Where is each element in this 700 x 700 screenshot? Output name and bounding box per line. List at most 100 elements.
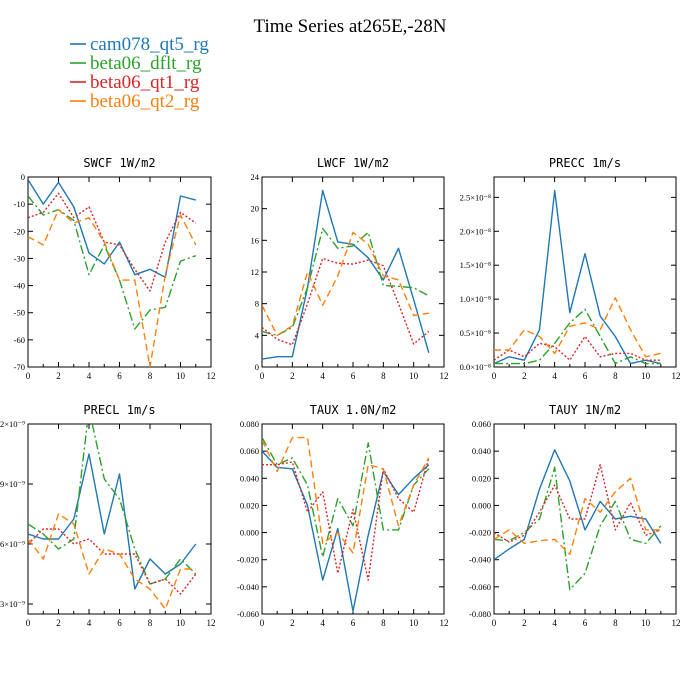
series-line-beta06_qt2_rg	[262, 436, 430, 554]
chart-panel: TAUY 1N/m2 0 2 4 6 8 10 12 -0.080 -0.060 -0.040 -0.…	[469, 403, 680, 628]
x-tick-label: 4	[552, 371, 557, 381]
x-tick-label: 8	[613, 371, 618, 381]
x-tick-label: 0	[26, 371, 31, 381]
series-line-beta06_qt1_rg	[28, 192, 197, 292]
series-line-beta06_dflt_rg	[494, 308, 661, 365]
x-tick-label: 8	[381, 371, 386, 381]
y-tick-label: 0.020	[472, 473, 491, 483]
series-line-beta06_dflt_rg	[494, 466, 662, 591]
series-line-cam078_qt5_rg	[28, 453, 197, 590]
series-line-beta06_dflt_rg	[262, 437, 430, 558]
y-tick-label: 0.040	[240, 473, 259, 483]
x-tick-label: 10	[409, 618, 419, 628]
x-tick-label: 4	[320, 371, 325, 381]
y-tick-label: 0	[21, 172, 25, 182]
plot-frame	[27, 423, 212, 615]
y-tick-label: -10	[14, 199, 25, 209]
x-tick-label: 12	[207, 371, 216, 381]
series-line-beta06_qt1_rg	[494, 464, 662, 543]
x-tick-label: 8	[381, 618, 386, 628]
figure-title: Time Series at265E,-28N	[254, 16, 447, 37]
y-tick-label: 6×10⁻⁹	[0, 539, 25, 549]
y-tick-label: -40	[14, 281, 25, 291]
series-line-beta06_dflt_rg	[262, 227, 430, 336]
y-tick-label: 0.060	[472, 419, 491, 429]
series-line-beta06_qt1_rg	[262, 257, 430, 346]
x-tick-label: 8	[613, 618, 618, 628]
x-tick-label: 12	[672, 618, 681, 628]
x-tick-label: 6	[583, 618, 588, 628]
x-tick-label: 10	[641, 371, 651, 381]
series-line-cam078_qt5_rg	[262, 450, 430, 612]
x-tick-label: 6	[351, 371, 356, 381]
x-tick-label: 4	[87, 371, 92, 381]
x-tick-label: 10	[409, 371, 419, 381]
panel-title: TAUX 1.0N/m2	[310, 403, 397, 417]
x-tick-label: 2	[56, 618, 61, 628]
plot-frame	[261, 176, 445, 368]
x-tick-label: 4	[320, 618, 325, 628]
x-tick-label: 2	[290, 618, 295, 628]
x-tick-label: 0	[26, 618, 31, 628]
y-tick-label: 8	[255, 299, 259, 309]
series-line-beta06_qt2_rg	[28, 208, 197, 367]
x-tick-label: 4	[552, 618, 557, 628]
chart-panel: TAUX 1.0N/m2 0 2 4 6 8 10 12 -0.060 -0.040 -0.020 0…	[237, 403, 448, 628]
series-line-beta06_qt2_rg	[28, 513, 196, 610]
panel-title: TAUY 1N/m2	[549, 403, 621, 417]
chart-panel: PRECL 1m/s 0 2 4 6 8 10 12 3×10⁻⁹ 6×10⁻⁹ 9×10⁻⁹ 12×…	[0, 403, 216, 628]
x-tick-label: 6	[117, 371, 122, 381]
y-tick-label: 0.080	[240, 419, 259, 429]
y-tick-label: 2.5×10⁻⁸	[460, 192, 491, 202]
panel-title: PRECC 1m/s	[549, 156, 621, 170]
y-tick-label: -0.060	[237, 609, 259, 619]
x-tick-label: 0	[492, 371, 497, 381]
y-tick-label: 0.020	[240, 500, 259, 510]
y-tick-label: 0.5×10⁻⁸	[460, 328, 491, 338]
plot-frame	[261, 423, 445, 615]
series-line-cam078_qt5_rg	[494, 449, 662, 561]
legend-entry: cam078_qt5_rg	[90, 34, 209, 55]
x-tick-label: 6	[117, 618, 122, 628]
legend: cam078_qt5_rgbeta06_dflt_rgbeta06_qt1_rg…	[70, 34, 209, 112]
series-line-beta06_dflt_rg	[28, 195, 197, 330]
x-tick-label: 2	[56, 371, 61, 381]
series-line-cam078_qt5_rg	[28, 179, 196, 279]
x-tick-label: 6	[583, 371, 588, 381]
x-tick-label: 12	[440, 371, 449, 381]
series-line-beta06_qt2_rg	[494, 297, 661, 358]
y-tick-label: -20	[14, 226, 25, 236]
y-tick-label: 9×10⁻⁹	[0, 479, 25, 489]
legend-entry: beta06_qt2_rg	[90, 91, 200, 112]
legend-entry: beta06_dflt_rg	[90, 53, 202, 74]
y-tick-label: -50	[14, 308, 25, 318]
x-tick-label: 2	[290, 371, 295, 381]
y-tick-label: -0.020	[469, 528, 491, 538]
y-tick-label: -60	[14, 335, 25, 345]
y-tick-label: 12×10⁻⁹	[0, 419, 25, 429]
y-tick-label: -70	[14, 362, 25, 372]
series-line-cam078_qt5_rg	[494, 189, 661, 365]
y-tick-label: 24	[251, 172, 260, 182]
x-tick-label: 0	[260, 618, 265, 628]
y-tick-label: -0.060	[469, 582, 491, 592]
y-tick-label: 3×10⁻⁹	[0, 599, 25, 609]
y-tick-label: 16	[251, 235, 260, 245]
series-line-beta06_dflt_rg	[28, 424, 197, 585]
y-tick-label: -0.040	[237, 582, 259, 592]
y-tick-label: 0.0×10⁻⁸	[460, 362, 491, 372]
x-tick-label: 4	[87, 618, 92, 628]
chart-panel: SWCF 1W/m2 0 2 4 6 8 10 12 -70 -60 -50 -40 -30 -20 -10…	[14, 156, 216, 381]
y-tick-label: 0.000	[240, 528, 259, 538]
x-tick-label: 8	[148, 371, 153, 381]
x-tick-label: 12	[440, 618, 449, 628]
y-tick-label: 4	[255, 330, 260, 340]
y-tick-label: 12	[251, 267, 260, 277]
legend-entry: beta06_qt1_rg	[90, 72, 200, 93]
x-tick-label: 8	[148, 618, 153, 628]
y-tick-label: -30	[14, 253, 25, 263]
x-tick-label: 12	[207, 618, 216, 628]
panel-title: LWCF 1W/m2	[317, 156, 389, 170]
